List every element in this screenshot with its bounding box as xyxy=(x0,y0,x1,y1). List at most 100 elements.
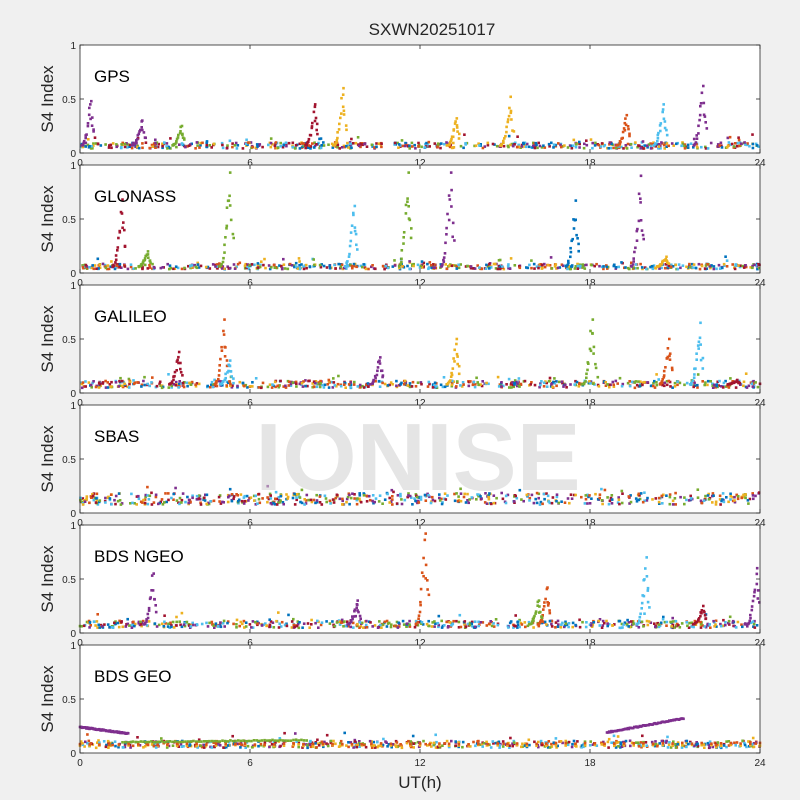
data-point xyxy=(373,746,377,749)
data-point xyxy=(440,264,444,268)
data-point xyxy=(202,743,205,747)
data-point xyxy=(99,384,102,388)
data-point xyxy=(502,144,506,148)
data-point xyxy=(670,625,673,628)
data-point xyxy=(274,385,277,389)
data-point xyxy=(748,619,751,623)
data-point xyxy=(593,743,597,747)
data-point xyxy=(667,379,671,383)
data-point xyxy=(557,501,560,505)
data-point xyxy=(502,384,505,388)
data-point xyxy=(727,619,731,623)
data-point xyxy=(571,144,575,147)
data-point xyxy=(172,498,175,501)
data-point xyxy=(550,267,554,270)
data-point xyxy=(603,488,607,492)
data-point xyxy=(755,144,759,147)
data-point xyxy=(86,143,90,147)
data-point xyxy=(627,127,630,131)
data-point xyxy=(348,252,351,256)
data-point xyxy=(406,625,410,628)
data-point xyxy=(224,372,227,376)
data-point xyxy=(743,741,746,745)
data-point xyxy=(120,143,123,146)
data-point xyxy=(502,139,505,143)
data-point xyxy=(673,626,676,629)
data-point xyxy=(692,137,696,141)
data-point xyxy=(214,622,218,625)
data-point xyxy=(683,147,687,150)
data-point xyxy=(655,373,658,376)
data-point xyxy=(296,267,300,270)
data-point xyxy=(110,260,113,263)
data-point xyxy=(537,141,540,145)
data-point xyxy=(88,501,91,505)
data-point xyxy=(184,621,187,625)
data-point xyxy=(143,383,146,387)
data-point xyxy=(605,265,609,269)
data-point xyxy=(409,236,413,240)
data-point xyxy=(91,264,94,267)
data-point xyxy=(114,744,117,748)
data-point xyxy=(632,260,635,263)
data-point xyxy=(149,261,152,264)
data-point xyxy=(544,597,547,601)
data-point xyxy=(508,744,511,747)
data-point xyxy=(355,498,359,502)
data-point xyxy=(187,381,190,385)
data-point xyxy=(685,381,689,385)
data-point xyxy=(615,144,618,147)
data-point xyxy=(309,147,312,150)
data-point xyxy=(654,145,657,148)
data-point xyxy=(420,260,424,263)
data-point xyxy=(606,624,609,628)
data-point xyxy=(597,385,601,388)
data-point xyxy=(307,140,310,144)
data-point xyxy=(507,377,511,381)
data-point xyxy=(365,383,368,387)
data-point xyxy=(322,141,325,144)
data-point xyxy=(483,501,487,504)
data-point xyxy=(274,146,277,150)
data-point xyxy=(415,495,419,499)
data-point xyxy=(85,266,89,270)
data-point xyxy=(333,263,336,267)
data-point xyxy=(706,263,709,266)
data-point xyxy=(475,498,478,501)
data-point xyxy=(195,742,198,746)
data-point xyxy=(311,745,315,748)
data-point xyxy=(555,384,558,388)
data-point xyxy=(742,380,746,384)
data-point xyxy=(534,141,538,145)
data-point xyxy=(153,622,157,625)
data-point xyxy=(252,494,256,498)
data-point xyxy=(318,263,322,267)
data-point xyxy=(328,264,331,268)
data-point xyxy=(752,379,755,383)
data-point xyxy=(623,121,627,125)
data-point xyxy=(476,493,479,496)
data-point xyxy=(352,213,355,217)
data-point xyxy=(540,743,543,747)
data-point xyxy=(230,375,233,378)
data-point xyxy=(244,621,248,624)
data-point xyxy=(345,263,349,267)
data-point xyxy=(631,263,635,266)
data-point xyxy=(700,743,703,747)
data-point xyxy=(476,264,479,267)
data-point xyxy=(667,264,671,267)
data-point xyxy=(560,263,564,266)
data-point xyxy=(400,260,403,264)
data-point xyxy=(695,358,698,361)
data-point xyxy=(467,384,471,388)
data-point xyxy=(343,145,347,149)
data-point xyxy=(269,497,273,500)
data-point xyxy=(556,266,560,270)
data-point xyxy=(399,743,402,746)
data-point xyxy=(699,102,703,105)
data-point xyxy=(440,497,443,501)
data-point xyxy=(400,257,403,261)
data-point xyxy=(139,740,143,743)
data-point xyxy=(453,492,456,496)
data-point xyxy=(87,113,91,117)
